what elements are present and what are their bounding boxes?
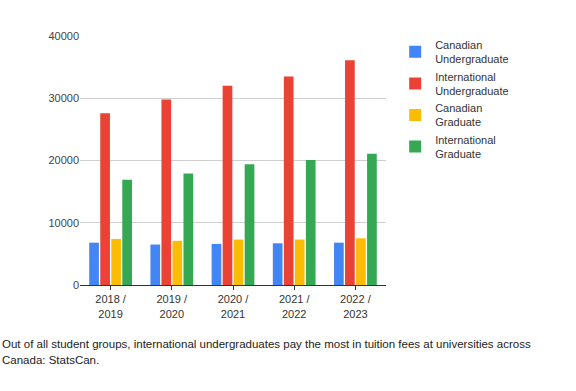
- svg-text:CanadianGraduate: CanadianGraduate: [435, 102, 482, 128]
- svg-text:40000: 40000: [48, 30, 79, 42]
- svg-text:InternationalUndergraduate: InternationalUndergraduate: [435, 71, 508, 97]
- svg-text:2019 /2020: 2019 /2020: [157, 293, 189, 319]
- svg-text:10000: 10000: [48, 217, 79, 229]
- svg-text:2018 /2019: 2018 /2019: [95, 293, 127, 319]
- svg-text:2021 /2022: 2021 /2022: [279, 293, 311, 319]
- html-text:Out of all student groups, int: Out of all student groups, international…: [2, 338, 531, 366]
- svg-text:0: 0: [73, 279, 79, 291]
- svg-text:30000: 30000: [48, 92, 79, 104]
- svg-text:20000: 20000: [48, 154, 79, 166]
- svg-text:InternationalGraduate: InternationalGraduate: [435, 134, 496, 160]
- svg-text:CanadianUndergraduate: CanadianUndergraduate: [435, 39, 508, 65]
- svg-text:2022 /2023: 2022 /2023: [340, 293, 372, 319]
- svg-text:2020 /2021: 2020 /2021: [218, 293, 250, 319]
